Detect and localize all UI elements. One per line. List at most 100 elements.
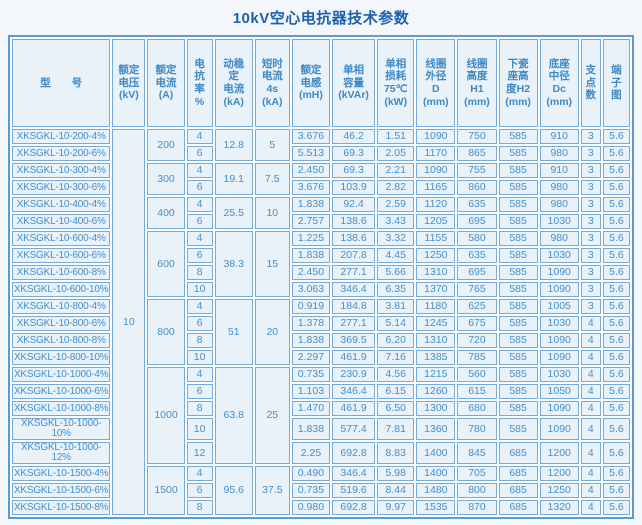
coil-outer-diameter-cell: 1245	[416, 316, 456, 331]
base-middle-diameter-cell: 1090	[539, 282, 579, 297]
base-middle-diameter-cell: 980	[539, 180, 579, 195]
terminal-diagram-cell: 5.6	[602, 500, 630, 515]
reactance-rate-cell: 4	[186, 367, 213, 382]
column-header-single-phase-capacity: 单相 容量 (kVAr)	[332, 39, 376, 127]
coil-height-cell: 615	[457, 384, 497, 399]
table-row: XKSGKL-10-200-6% 6 5.513 69.3 2.05 1170 865 585…	[12, 146, 630, 161]
dynamic-stable-current-cell: 38.3	[214, 231, 253, 297]
terminal-diagram-cell: 5.6	[602, 316, 630, 331]
porcelain-base-height-cell: 585	[498, 248, 538, 263]
single-phase-loss-cell: 4.56	[377, 367, 415, 382]
reactance-rate-cell: 4	[186, 231, 213, 246]
model-cell: XKSGKL-10-200-4%	[12, 129, 111, 144]
single-phase-loss-cell: 4.45	[377, 248, 415, 263]
coil-outer-diameter-cell: 1480	[416, 483, 456, 498]
reactance-rate-cell: 10	[186, 350, 213, 365]
coil-outer-diameter-cell: 1400	[416, 466, 456, 481]
single-phase-loss-cell: 6.20	[377, 333, 415, 348]
rated-voltage-cell: 10	[112, 129, 146, 515]
terminal-diagram-cell: 5.6	[602, 483, 630, 498]
single-phase-loss-cell: 3.43	[377, 214, 415, 229]
table-row: XKSGKL-10-1500-6% 6 0.735 519.6 8.44 1480 800 6…	[12, 483, 630, 498]
reactance-rate-cell: 6	[186, 384, 213, 399]
dynamic-stable-current-cell: 95.6	[214, 466, 253, 515]
model-cell: XKSGKL-10-200-6%	[12, 146, 111, 161]
porcelain-base-height-cell: 585	[498, 282, 538, 297]
terminal-diagram-cell: 5.6	[602, 384, 630, 399]
single-phase-capacity-cell: 103.9	[332, 180, 376, 195]
coil-outer-diameter-cell: 1400	[416, 442, 456, 464]
table-row: XKSGKL-10-800-4% 800 4 51 20 0.919 184.8 3.81 11…	[12, 299, 630, 365]
table-row: XKSGKL-10-600-10% 10 3.063 346.4 6.35 1370 765…	[12, 282, 630, 297]
base-middle-diameter-cell: 910	[539, 129, 579, 144]
single-phase-loss-cell: 1.51	[377, 129, 415, 144]
reactance-rate-cell: 12	[186, 442, 213, 464]
table-row: XKSGKL-10-400-6% 6 2.757 138.6 3.43 1205 695 58…	[12, 214, 630, 229]
terminal-diagram-cell: 5.6	[602, 248, 630, 263]
reactor-spec-table: 型 号 额定 电压 (kV) 额定 电流 (A) 电 抗 率 % 动稳 定 电流…	[8, 35, 634, 519]
single-phase-loss-cell: 2.21	[377, 163, 415, 178]
base-middle-diameter-cell: 1090	[539, 350, 579, 365]
table-row: XKSGKL-10-1000-8% 8 1.470 461.9 6.50 1300 680 5…	[12, 401, 630, 416]
table-row: XKSGKL-10-800-8% 8 1.838 369.5 6.20 1310 720 58…	[12, 333, 630, 348]
base-middle-diameter-cell: 1050	[539, 384, 579, 399]
column-header-coil-outer-diameter: 线圈 外径 D (mm)	[416, 39, 456, 127]
short-time-current-cell: 7.5	[254, 163, 290, 195]
support-points-cell: 3	[580, 180, 601, 195]
terminal-diagram-cell: 5.6	[602, 197, 630, 212]
single-phase-loss-cell: 2.82	[377, 180, 415, 195]
rated-inductance-cell: 1.838	[291, 248, 330, 263]
coil-outer-diameter-cell: 1310	[416, 333, 456, 348]
model-cell: XKSGKL-10-600-4%	[12, 231, 111, 246]
reactance-rate-cell: 8	[186, 500, 213, 515]
rated-inductance-cell: 1.838	[291, 418, 330, 440]
porcelain-base-height-cell: 685	[498, 442, 538, 464]
reactance-rate-cell: 4	[186, 466, 213, 481]
coil-outer-diameter-cell: 1090	[416, 163, 456, 178]
rated-inductance-cell: 0.735	[291, 367, 330, 382]
model-cell: XKSGKL-10-600-10%	[12, 282, 111, 297]
single-phase-capacity-cell: 69.3	[332, 163, 376, 178]
support-points-cell: 3	[580, 214, 601, 229]
coil-height-cell: 580	[457, 231, 497, 246]
support-points-cell: 3	[580, 129, 601, 144]
base-middle-diameter-cell: 1030	[539, 316, 579, 331]
porcelain-base-height-cell: 585	[498, 333, 538, 348]
coil-height-cell: 720	[457, 333, 497, 348]
single-phase-capacity-cell: 138.6	[332, 214, 376, 229]
base-middle-diameter-cell: 1090	[539, 333, 579, 348]
single-phase-loss-cell: 2.05	[377, 146, 415, 161]
support-points-cell: 3	[580, 146, 601, 161]
terminal-diagram-cell: 5.6	[602, 180, 630, 195]
single-phase-capacity-cell: 92.4	[332, 197, 376, 212]
single-phase-loss-cell: 8.83	[377, 442, 415, 464]
model-cell: XKSGKL-10-800-6%	[12, 316, 111, 331]
coil-height-cell: 680	[457, 401, 497, 416]
single-phase-capacity-cell: 277.1	[332, 316, 376, 331]
terminal-diagram-cell: 5.6	[602, 401, 630, 416]
table-row: XKSGKL-10-600-8% 8 2.450 277.1 5.66 1310 695 58…	[12, 265, 630, 280]
single-phase-capacity-cell: 346.4	[332, 282, 376, 297]
model-cell: XKSGKL-10-1000-6%	[12, 384, 111, 399]
table-row: XKSGKL-10-300-6% 6 3.676 103.9 2.82 1165 860 58…	[12, 180, 630, 195]
single-phase-capacity-cell: 346.4	[332, 466, 376, 481]
coil-outer-diameter-cell: 1535	[416, 500, 456, 515]
table-row: XKSGKL-10-1000-6% 6 1.103 346.4 6.15 1260 615 5…	[12, 384, 630, 399]
model-cell: XKSGKL-10-800-4%	[12, 299, 111, 314]
porcelain-base-height-cell: 685	[498, 483, 538, 498]
rated-inductance-cell: 1.470	[291, 401, 330, 416]
reactance-rate-cell: 6	[186, 248, 213, 263]
porcelain-base-height-cell: 585	[498, 350, 538, 365]
coil-outer-diameter-cell: 1300	[416, 401, 456, 416]
support-points-cell: 4	[580, 333, 601, 348]
terminal-diagram-cell: 5.6	[602, 333, 630, 348]
coil-height-cell: 560	[457, 367, 497, 382]
terminal-diagram-cell: 5.6	[602, 129, 630, 144]
terminal-diagram-cell: 5.6	[602, 367, 630, 382]
rated-inductance-cell: 1.225	[291, 231, 330, 246]
table-row: XKSGKL-10-400-4% 400 4 25.5 10 1.838 92.4 2.59 1…	[12, 197, 630, 229]
base-middle-diameter-cell: 1090	[539, 401, 579, 416]
base-middle-diameter-cell: 980	[539, 231, 579, 246]
coil-outer-diameter-cell: 1155	[416, 231, 456, 246]
